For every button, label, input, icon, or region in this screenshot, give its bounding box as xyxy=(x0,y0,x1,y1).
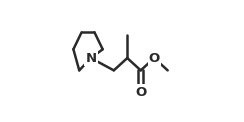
Text: O: O xyxy=(149,52,160,65)
Text: O: O xyxy=(135,86,146,99)
Text: N: N xyxy=(85,52,97,65)
